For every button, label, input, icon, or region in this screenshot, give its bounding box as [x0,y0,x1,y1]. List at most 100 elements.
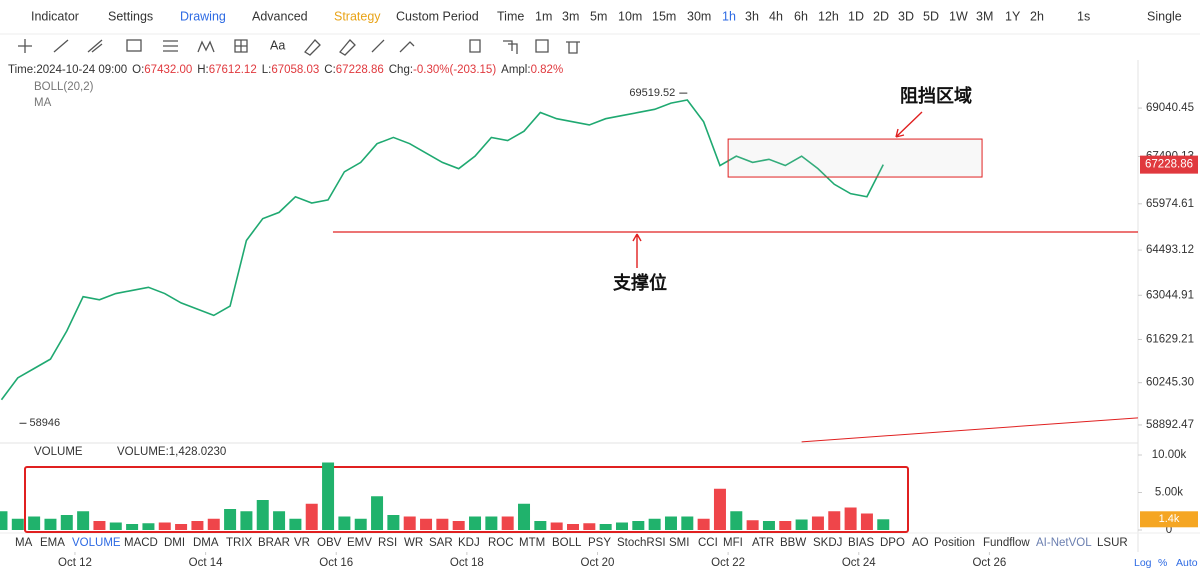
indicator-tab[interactable]: MA [15,537,33,549]
volume-bar [93,521,106,530]
volume-bar [779,521,792,530]
axis-option[interactable]: Log [1134,557,1152,569]
toolbar-item[interactable]: Custom Period [396,9,479,23]
y-tick-label: 69040.45 [1146,102,1194,114]
toolbar-item[interactable]: 6h [794,9,808,23]
indicator-tab[interactable]: SAR [429,537,453,549]
toolbar-item[interactable]: 10m [618,9,642,23]
support-label: 支撑位 [612,272,667,294]
x-tick-label: Oct 24 [842,557,876,569]
readout-value: 67432.00 [144,64,192,76]
y-tick-label: 60245.30 [1146,377,1194,389]
indicator-tab[interactable]: MACD [124,537,158,549]
toolbar-item[interactable]: 1D [848,9,864,23]
volume-bar [485,516,498,530]
toolbar-item[interactable]: 4h [769,9,783,23]
indicator-tab[interactable]: CCI [698,537,718,549]
readout-label: Chg: [389,64,413,76]
indicator-tab[interactable]: BOLL [552,537,582,549]
indicator-tab[interactable]: Position [934,537,975,549]
indicator-tab[interactable]: ROC [488,537,514,549]
indicator-tab[interactable]: OBV [317,537,342,549]
axis-option[interactable]: Auto [1176,557,1198,569]
toolbar-item[interactable]: Time [497,9,524,23]
ohlc-readout: Time:2024-10-24 09:00 O:67432.00 H:67612.1… [8,64,563,76]
x-tick-label: Oct 12 [58,557,92,569]
toolbar-item[interactable]: 30m [687,9,711,23]
axis-option[interactable]: % [1158,557,1167,569]
readout-label: L: [262,64,272,76]
indicator-tab[interactable]: PSY [588,537,611,549]
volume-bar [305,503,318,530]
indicator-tab[interactable]: VOLUME [72,537,121,549]
volume-bar [175,524,188,530]
volume-bar [648,518,661,530]
toolbar-item[interactable]: 5m [590,9,607,23]
indicator-tab[interactable]: KDJ [458,537,480,549]
volume-bar [420,518,433,530]
indicator-tab[interactable]: SKDJ [813,537,842,549]
indicator-tab[interactable]: BBW [780,537,806,549]
volume-bar [354,518,367,530]
toolbar-item[interactable]: Strategy [334,9,381,23]
x-tick-label: Oct 26 [972,557,1006,569]
toolbar-item[interactable]: 5D [923,9,939,23]
volume-bar [436,518,449,530]
support-arrow [632,233,642,268]
toolbar-item[interactable]: 2h [1030,9,1044,23]
indicator-tab[interactable]: EMA [40,537,65,549]
text-tool[interactable]: Aa [270,38,285,52]
indicator-tab[interactable]: RSI [378,537,397,549]
volume-bar [387,515,400,530]
indicator-tab[interactable]: AI-NetVOL [1036,537,1092,549]
volume-bar [811,516,824,530]
y-tick-label: 63044.91 [1146,289,1194,301]
volume-bar [795,519,808,530]
indicator-tab[interactable]: MTM [519,537,545,549]
indicator-tab[interactable]: ATR [752,537,774,549]
indicator-tab[interactable]: SMI [669,537,689,549]
volume-bar [534,521,547,530]
toolbar-item[interactable]: 3h [745,9,759,23]
volume-readout: VOLUME:1,428.0230 [117,446,226,458]
volume-bar [0,511,8,530]
volume-bar [746,520,759,530]
indicator-tab[interactable]: TRIX [226,537,253,549]
toolbar-item[interactable]: Settings [108,9,153,23]
toolbar-item[interactable]: Single [1147,9,1182,23]
volume-bar [191,521,204,530]
volume-bar [322,462,335,530]
indicator-tab[interactable]: DMA [193,537,219,549]
indicator-tab[interactable]: MFI [723,537,743,549]
toolbar-item[interactable]: 3D [898,9,914,23]
indicator-tab[interactable]: VR [294,537,310,549]
volume-bar [224,509,237,530]
indicator-tab[interactable]: AO [912,537,929,549]
indicator-tab[interactable]: EMV [347,537,372,549]
indicator-tab[interactable]: DMI [164,537,185,549]
indicator-tab[interactable]: BIAS [848,537,875,549]
toolbar-item[interactable]: 3M [976,9,993,23]
volume-tag: 1.4k [1159,513,1180,525]
indicator-tab[interactable]: Fundflow [983,537,1030,549]
toolbar-item[interactable]: 1Y [1005,9,1021,23]
readout-label: Time: [8,64,36,76]
drawing-tools[interactable] [18,39,580,56]
indicator-tab[interactable]: StochRSI [617,537,666,549]
toolbar-item[interactable]: 12h [818,9,839,23]
volume-bar [11,518,24,530]
toolbar-item[interactable]: Drawing [180,9,226,23]
indicator-tab[interactable]: WR [404,537,423,549]
toolbar-item[interactable]: 15m [652,9,676,23]
indicator-tab[interactable]: LSUR [1097,537,1128,549]
toolbar-item[interactable]: 1W [949,9,968,23]
indicator-tab[interactable]: DPO [880,537,905,549]
toolbar-item[interactable]: 2D [873,9,889,23]
toolbar-item[interactable]: Advanced [252,9,308,23]
toolbar-item[interactable]: Indicator [31,9,79,23]
toolbar-item[interactable]: 1m [535,9,552,23]
toolbar-item[interactable]: 1h [722,9,736,23]
toolbar-item[interactable]: 3m [562,9,579,23]
toolbar-item[interactable]: 1s [1077,9,1090,23]
indicator-tab[interactable]: BRAR [258,537,290,549]
